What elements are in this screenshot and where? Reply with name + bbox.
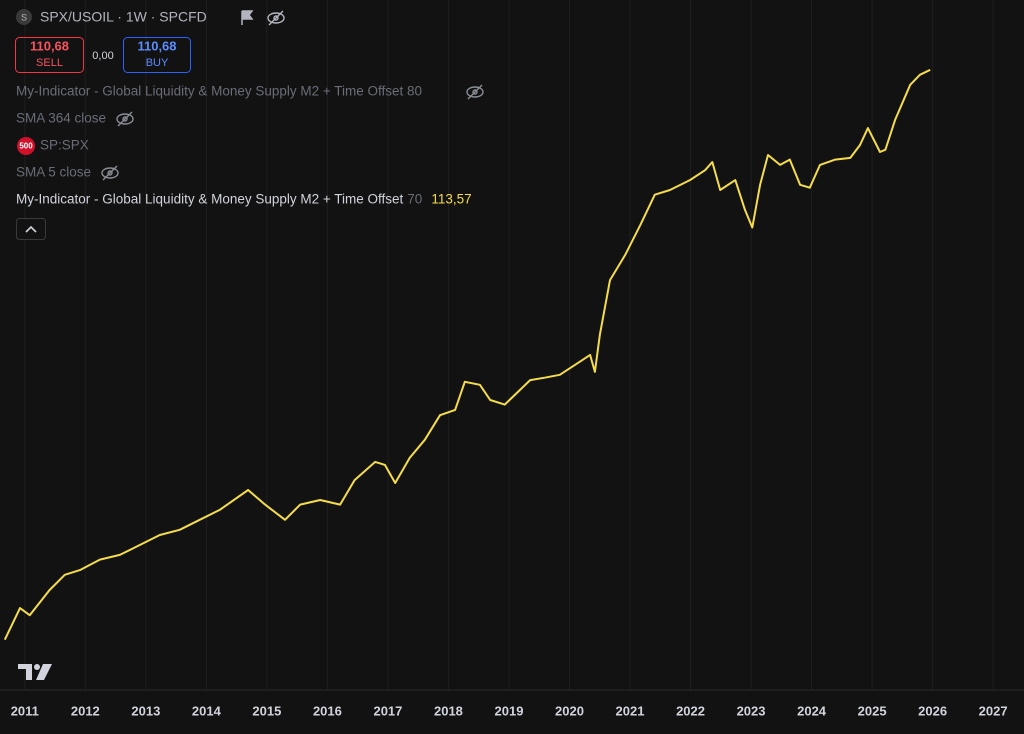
x-tick-label: 2013	[131, 703, 160, 718]
x-tick-label: 2019	[495, 703, 524, 718]
x-tick-label: 2027	[979, 703, 1008, 718]
collapse-icon	[25, 225, 37, 233]
buy-price: 110,68	[137, 38, 176, 53]
sell-price: 110,68	[30, 38, 69, 53]
x-tick-label: 2016	[313, 703, 342, 718]
indicator-label[interactable]: My-Indicator - Global Liquidity & Money …	[16, 84, 422, 99]
sell-button[interactable]	[15, 37, 84, 73]
spread: 0,00	[92, 50, 113, 62]
x-tick-label: 2024	[797, 703, 827, 718]
x-tick-label: 2026	[918, 703, 947, 718]
indicator-label[interactable]: SMA 5 close	[16, 165, 91, 180]
x-tick-label: 2020	[555, 703, 584, 718]
sell-label: SELL	[36, 57, 63, 69]
indicator-label[interactable]: SP:SPX	[40, 138, 89, 153]
indicator-icon-text: 500	[19, 142, 33, 151]
plot	[3, 68, 931, 641]
x-tick-label: 2017	[373, 703, 402, 718]
x-tick-label: 2022	[676, 703, 705, 718]
legend-offset: 70	[407, 192, 422, 207]
x-tick-label: 2012	[71, 703, 100, 718]
x-tick-label: 2014	[192, 703, 222, 718]
symbol-icon-text: S	[21, 12, 27, 22]
buy-label: BUY	[146, 57, 169, 69]
indicator-icon	[17, 137, 35, 155]
eye-icon[interactable]	[466, 84, 484, 100]
legend-value: 113,57	[431, 192, 471, 207]
x-tick-label: 2015	[252, 703, 281, 718]
x-tick-label: 2018	[434, 703, 463, 718]
eye-icon[interactable]	[101, 165, 119, 181]
eye-icon[interactable]	[267, 10, 285, 26]
symbol-icon	[16, 9, 32, 25]
eye-icon[interactable]	[116, 111, 134, 127]
legend-label[interactable]: My-Indicator - Global Liquidity & Money …	[16, 192, 404, 207]
buy-button[interactable]	[123, 37, 191, 73]
x-tick-label: 2023	[737, 703, 766, 718]
grid	[24, 0, 994, 690]
x-tick-label: 2025	[858, 703, 887, 718]
collapse-button[interactable]	[16, 218, 46, 240]
flag-icon[interactable]	[241, 10, 254, 25]
line	[3, 68, 931, 641]
x-tick-label: 2011	[11, 703, 39, 718]
indicator-label[interactable]: SMA 364 close	[16, 111, 106, 126]
x-tick-label: 2021	[616, 703, 645, 718]
logo	[18, 664, 52, 680]
symbol-title[interactable]: SPX/USOIL · 1W · SPCFD	[40, 9, 207, 25]
